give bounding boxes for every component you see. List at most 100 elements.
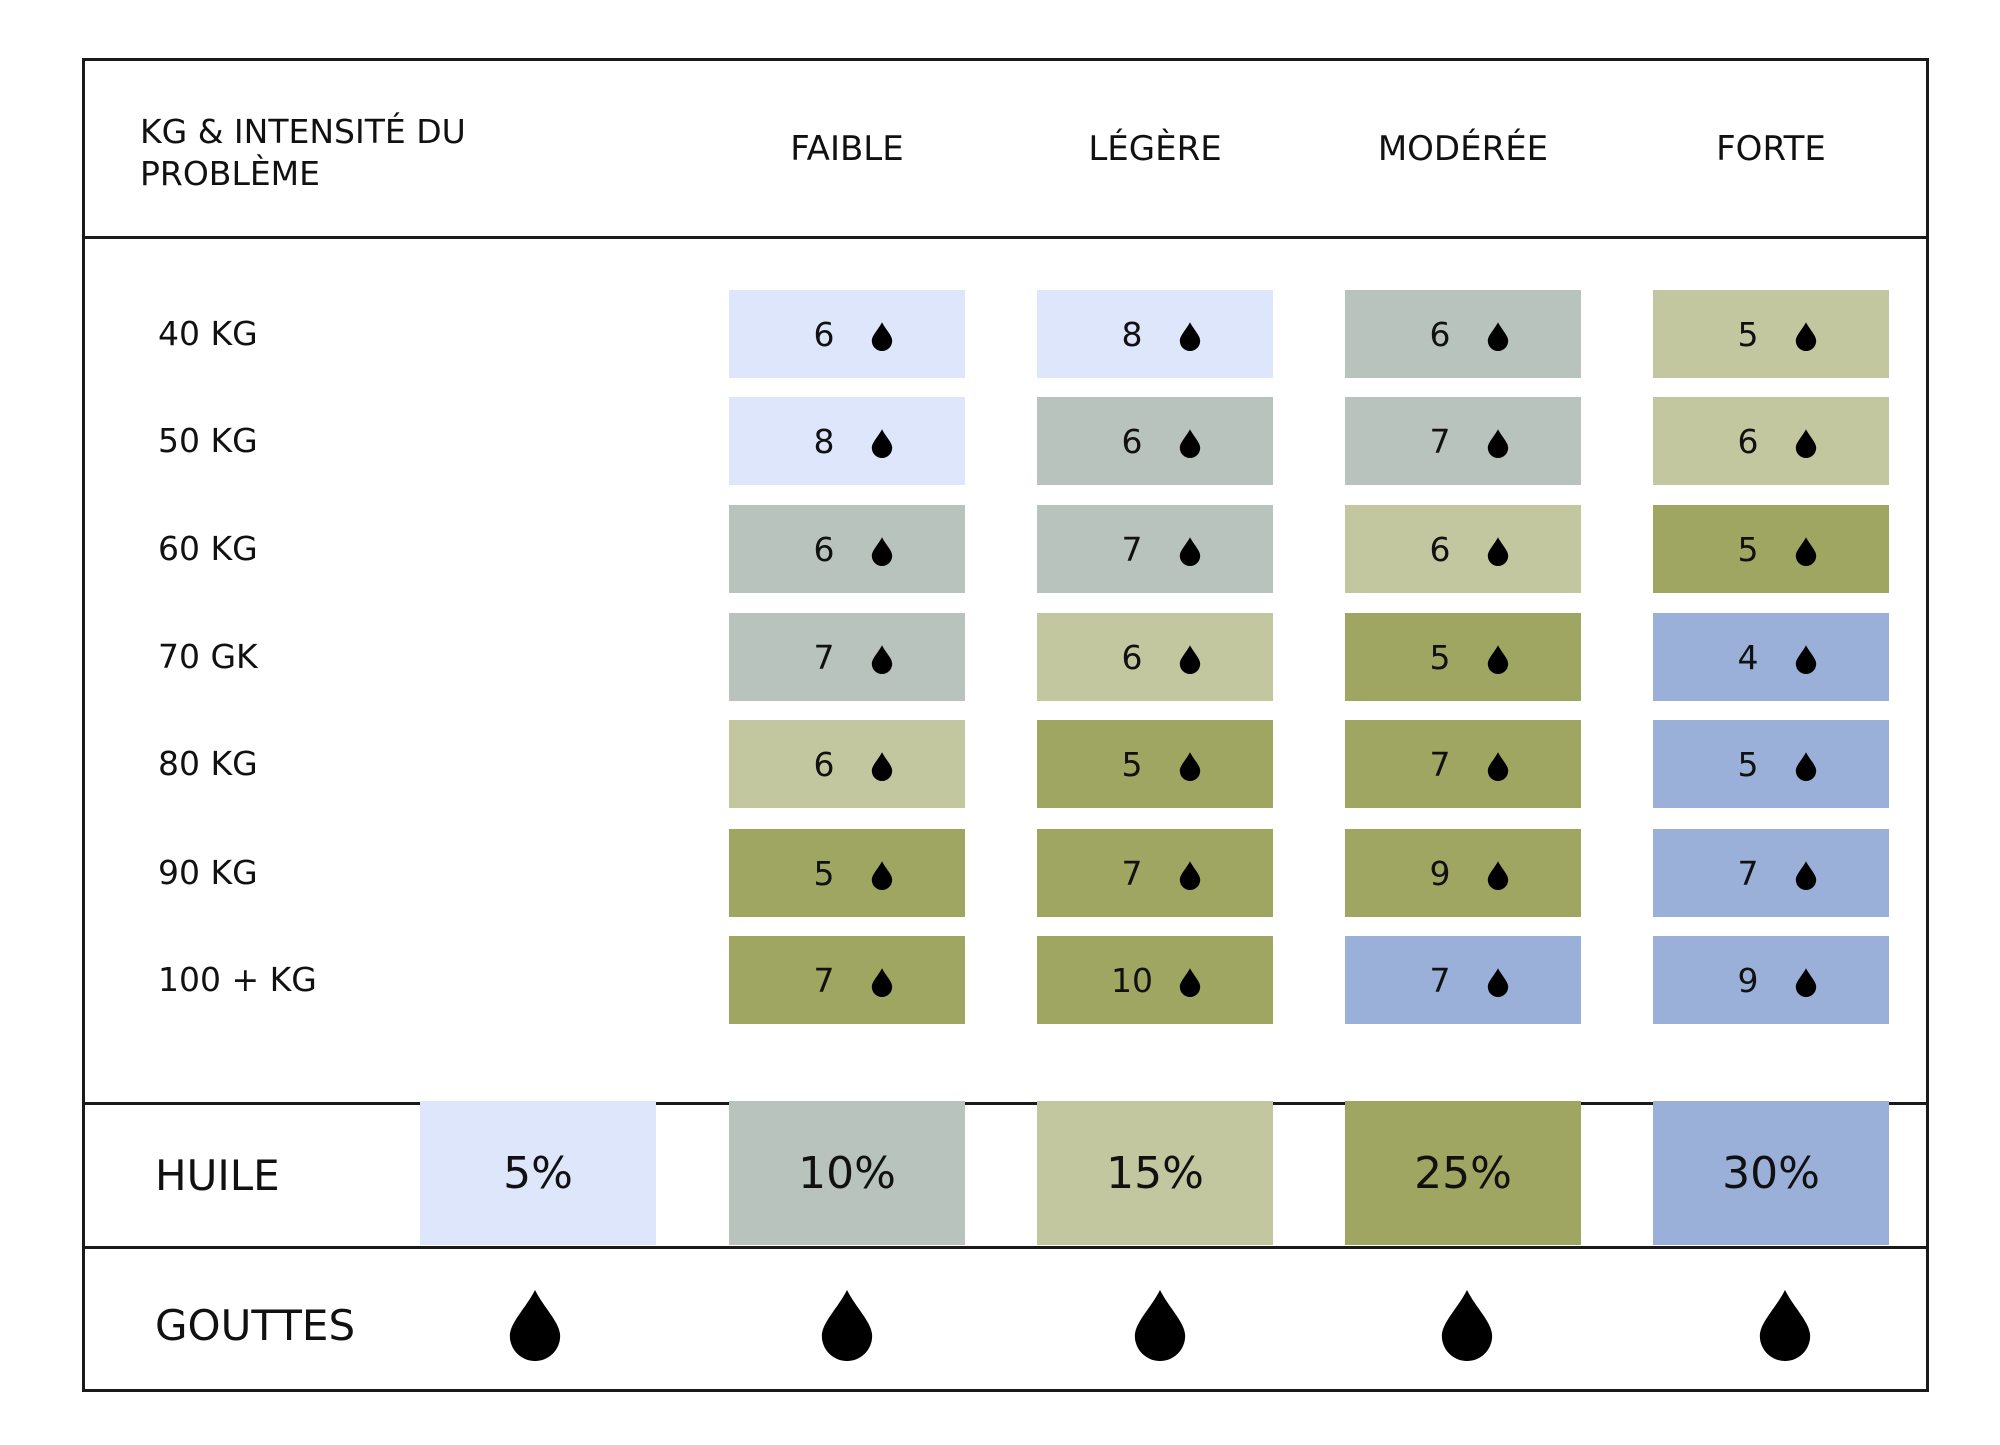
drop-icon bbox=[1485, 428, 1511, 458]
dose-cell: 10 bbox=[1037, 936, 1273, 1024]
drop-icon bbox=[1177, 967, 1203, 997]
drop-icon bbox=[869, 428, 895, 458]
drop-count: 9 bbox=[1737, 960, 1759, 1000]
drop-icon bbox=[1485, 751, 1511, 781]
drop-count: 5 bbox=[1737, 744, 1759, 784]
drop-count: 7 bbox=[1121, 853, 1143, 893]
drop-count: 7 bbox=[1737, 853, 1759, 893]
drop-count: 6 bbox=[813, 314, 835, 354]
drop-count: 7 bbox=[1121, 529, 1143, 569]
drop-icon bbox=[1437, 1287, 1497, 1361]
drop-icon bbox=[1177, 860, 1203, 890]
dose-cell: 7 bbox=[1037, 829, 1273, 917]
drop-icon bbox=[1177, 321, 1203, 351]
dose-cell: 5 bbox=[1653, 505, 1889, 593]
drop-count: 5 bbox=[1737, 314, 1759, 354]
drop-icon bbox=[869, 644, 895, 674]
dose-cell: 5 bbox=[1653, 720, 1889, 808]
huile-label: HUILE bbox=[155, 1151, 280, 1200]
dose-cell: 6 bbox=[729, 290, 965, 378]
drop-count: 7 bbox=[813, 637, 835, 677]
dose-cell: 7 bbox=[1345, 397, 1581, 485]
drop-count: 6 bbox=[1121, 421, 1143, 461]
dose-cell: 7 bbox=[729, 613, 965, 701]
drop-count: 7 bbox=[813, 960, 835, 1000]
drop-count: 5 bbox=[1737, 529, 1759, 569]
column-header-forte: FORTE bbox=[1716, 129, 1826, 169]
drop-count: 8 bbox=[1121, 314, 1143, 354]
drop-count: 6 bbox=[813, 744, 835, 784]
column-header-moderee: MODÉRÉE bbox=[1377, 129, 1549, 169]
row-label: 100 + KG bbox=[158, 960, 317, 999]
column-header-faible: FAIBLE bbox=[790, 129, 904, 169]
drop-count: 10 bbox=[1111, 960, 1153, 1000]
drop-icon bbox=[869, 860, 895, 890]
drop-icon bbox=[1177, 428, 1203, 458]
huile-divider bbox=[85, 1102, 1926, 1105]
column-header-legere: LÉGÈRE bbox=[1088, 129, 1222, 169]
dose-cell: 4 bbox=[1653, 613, 1889, 701]
header-divider bbox=[85, 236, 1926, 239]
drop-count: 8 bbox=[813, 421, 835, 461]
huile-level-5: 5% bbox=[420, 1101, 656, 1245]
row-label: 50 KG bbox=[158, 421, 258, 460]
table-title: KG & INTENSITÉ DU PROBLÈME bbox=[140, 112, 466, 193]
drop-count: 7 bbox=[1429, 421, 1451, 461]
drop-icon bbox=[1793, 428, 1819, 458]
drop-icon bbox=[817, 1287, 877, 1361]
dose-cell: 8 bbox=[1037, 290, 1273, 378]
drop-icon bbox=[1177, 536, 1203, 566]
row-label: 80 KG bbox=[158, 744, 258, 783]
row-label: 70 GK bbox=[158, 637, 258, 676]
drop-icon bbox=[1485, 536, 1511, 566]
drop-icon bbox=[1177, 644, 1203, 674]
drop-count: 5 bbox=[1121, 744, 1143, 784]
drop-count: 6 bbox=[1737, 421, 1759, 461]
drop-icon bbox=[1485, 967, 1511, 997]
dose-cell: 7 bbox=[729, 936, 965, 1024]
dose-cell: 7 bbox=[1345, 936, 1581, 1024]
dose-cell: 6 bbox=[1037, 613, 1273, 701]
drop-count: 6 bbox=[1429, 529, 1451, 569]
dose-cell: 5 bbox=[1653, 290, 1889, 378]
drop-icon bbox=[1793, 967, 1819, 997]
drop-icon bbox=[869, 536, 895, 566]
huile-level-25: 25% bbox=[1345, 1101, 1581, 1245]
dose-cell: 6 bbox=[729, 720, 965, 808]
drop-icon bbox=[1130, 1287, 1190, 1361]
dose-cell: 6 bbox=[1345, 505, 1581, 593]
huile-level-10: 10% bbox=[729, 1101, 965, 1245]
drop-icon bbox=[1793, 751, 1819, 781]
dose-cell: 7 bbox=[1345, 720, 1581, 808]
dose-cell: 7 bbox=[1037, 505, 1273, 593]
dose-cell: 6 bbox=[1037, 397, 1273, 485]
drop-icon bbox=[1793, 860, 1819, 890]
dose-cell: 6 bbox=[729, 505, 965, 593]
dose-cell: 5 bbox=[1037, 720, 1273, 808]
dose-cell: 9 bbox=[1345, 829, 1581, 917]
drop-icon bbox=[1755, 1287, 1815, 1361]
drop-icon bbox=[1485, 321, 1511, 351]
row-label: 60 KG bbox=[158, 529, 258, 568]
dose-cell: 6 bbox=[1345, 290, 1581, 378]
drop-count: 6 bbox=[1121, 637, 1143, 677]
dosage-table: KG & INTENSITÉ DU PROBLÈME FAIBLE LÉGÈRE… bbox=[82, 58, 1929, 1392]
drop-count: 6 bbox=[813, 529, 835, 569]
drop-count: 6 bbox=[1429, 314, 1451, 354]
huile-level-15: 15% bbox=[1037, 1101, 1273, 1245]
dose-cell: 5 bbox=[1345, 613, 1581, 701]
drop-icon bbox=[1177, 751, 1203, 781]
drop-icon bbox=[869, 751, 895, 781]
drop-count: 5 bbox=[1429, 637, 1451, 677]
huile-level-30: 30% bbox=[1653, 1101, 1889, 1245]
drop-icon bbox=[1793, 536, 1819, 566]
row-label: 40 KG bbox=[158, 314, 258, 353]
drop-icon bbox=[1793, 644, 1819, 674]
drop-icon bbox=[1485, 644, 1511, 674]
gouttes-label: GOUTTES bbox=[155, 1301, 356, 1350]
dose-cell: 9 bbox=[1653, 936, 1889, 1024]
drop-count: 5 bbox=[813, 853, 835, 893]
row-label: 90 KG bbox=[158, 853, 258, 892]
gouttes-divider bbox=[85, 1246, 1926, 1249]
dose-cell: 5 bbox=[729, 829, 965, 917]
